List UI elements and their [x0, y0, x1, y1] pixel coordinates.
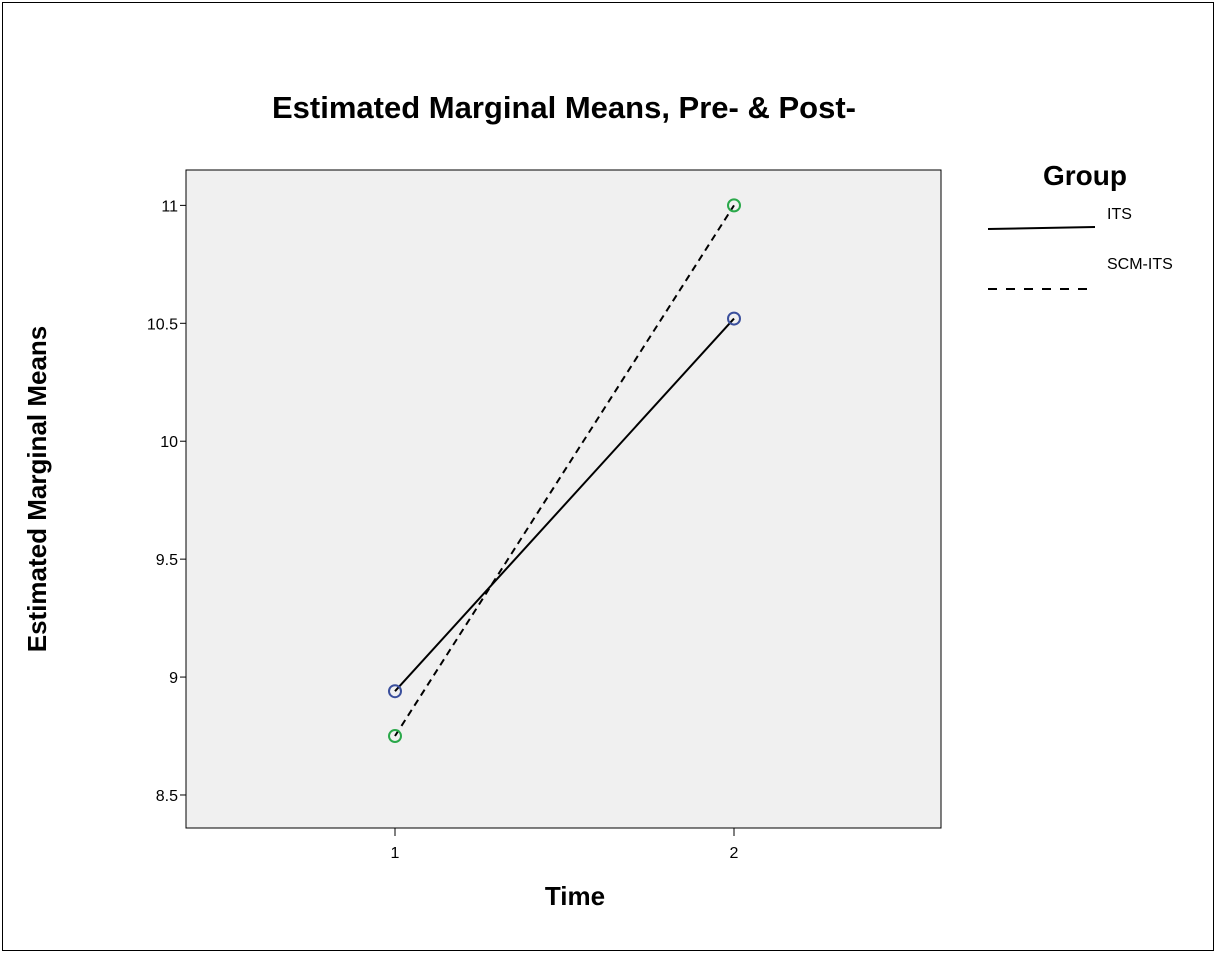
y-tick-label: 11: [161, 198, 178, 215]
y-tick-label: 10.5: [147, 316, 178, 333]
x-tick-label: 2: [730, 845, 739, 862]
y-axis-label: Estimated Marginal Means: [22, 326, 52, 653]
y-tick-label: 9: [169, 670, 178, 687]
data-point-scm-its: [727, 198, 741, 213]
x-axis-label: Time: [545, 881, 605, 911]
x-tick-label: 1: [391, 845, 400, 862]
y-tick-label: 9.5: [156, 552, 178, 569]
series-line-its: [394, 317, 735, 692]
plot-area: [185, 169, 942, 829]
y-tick-label: 8.5: [156, 788, 178, 805]
legend-title: Group: [1043, 160, 1127, 191]
legend: Group ITS SCM-ITS: [987, 160, 1173, 290]
chart-title: Estimated Marginal Means, Pre- & Post-: [272, 90, 856, 125]
legend-label-scm-its: SCM-ITS: [1107, 256, 1173, 273]
data-point-its: [727, 311, 741, 326]
data-point-its: [388, 684, 402, 699]
y-axis-ticks: 8.5 9 9.5 10 10.5 11: [147, 198, 186, 805]
series-line-scm-its: [394, 204, 735, 737]
data-point-scm-its: [388, 729, 402, 744]
series-layer: [388, 198, 741, 744]
y-tick-label: 10: [160, 434, 178, 451]
legend-label-its: ITS: [1107, 206, 1132, 223]
legend-swatch-its: [987, 226, 1096, 230]
